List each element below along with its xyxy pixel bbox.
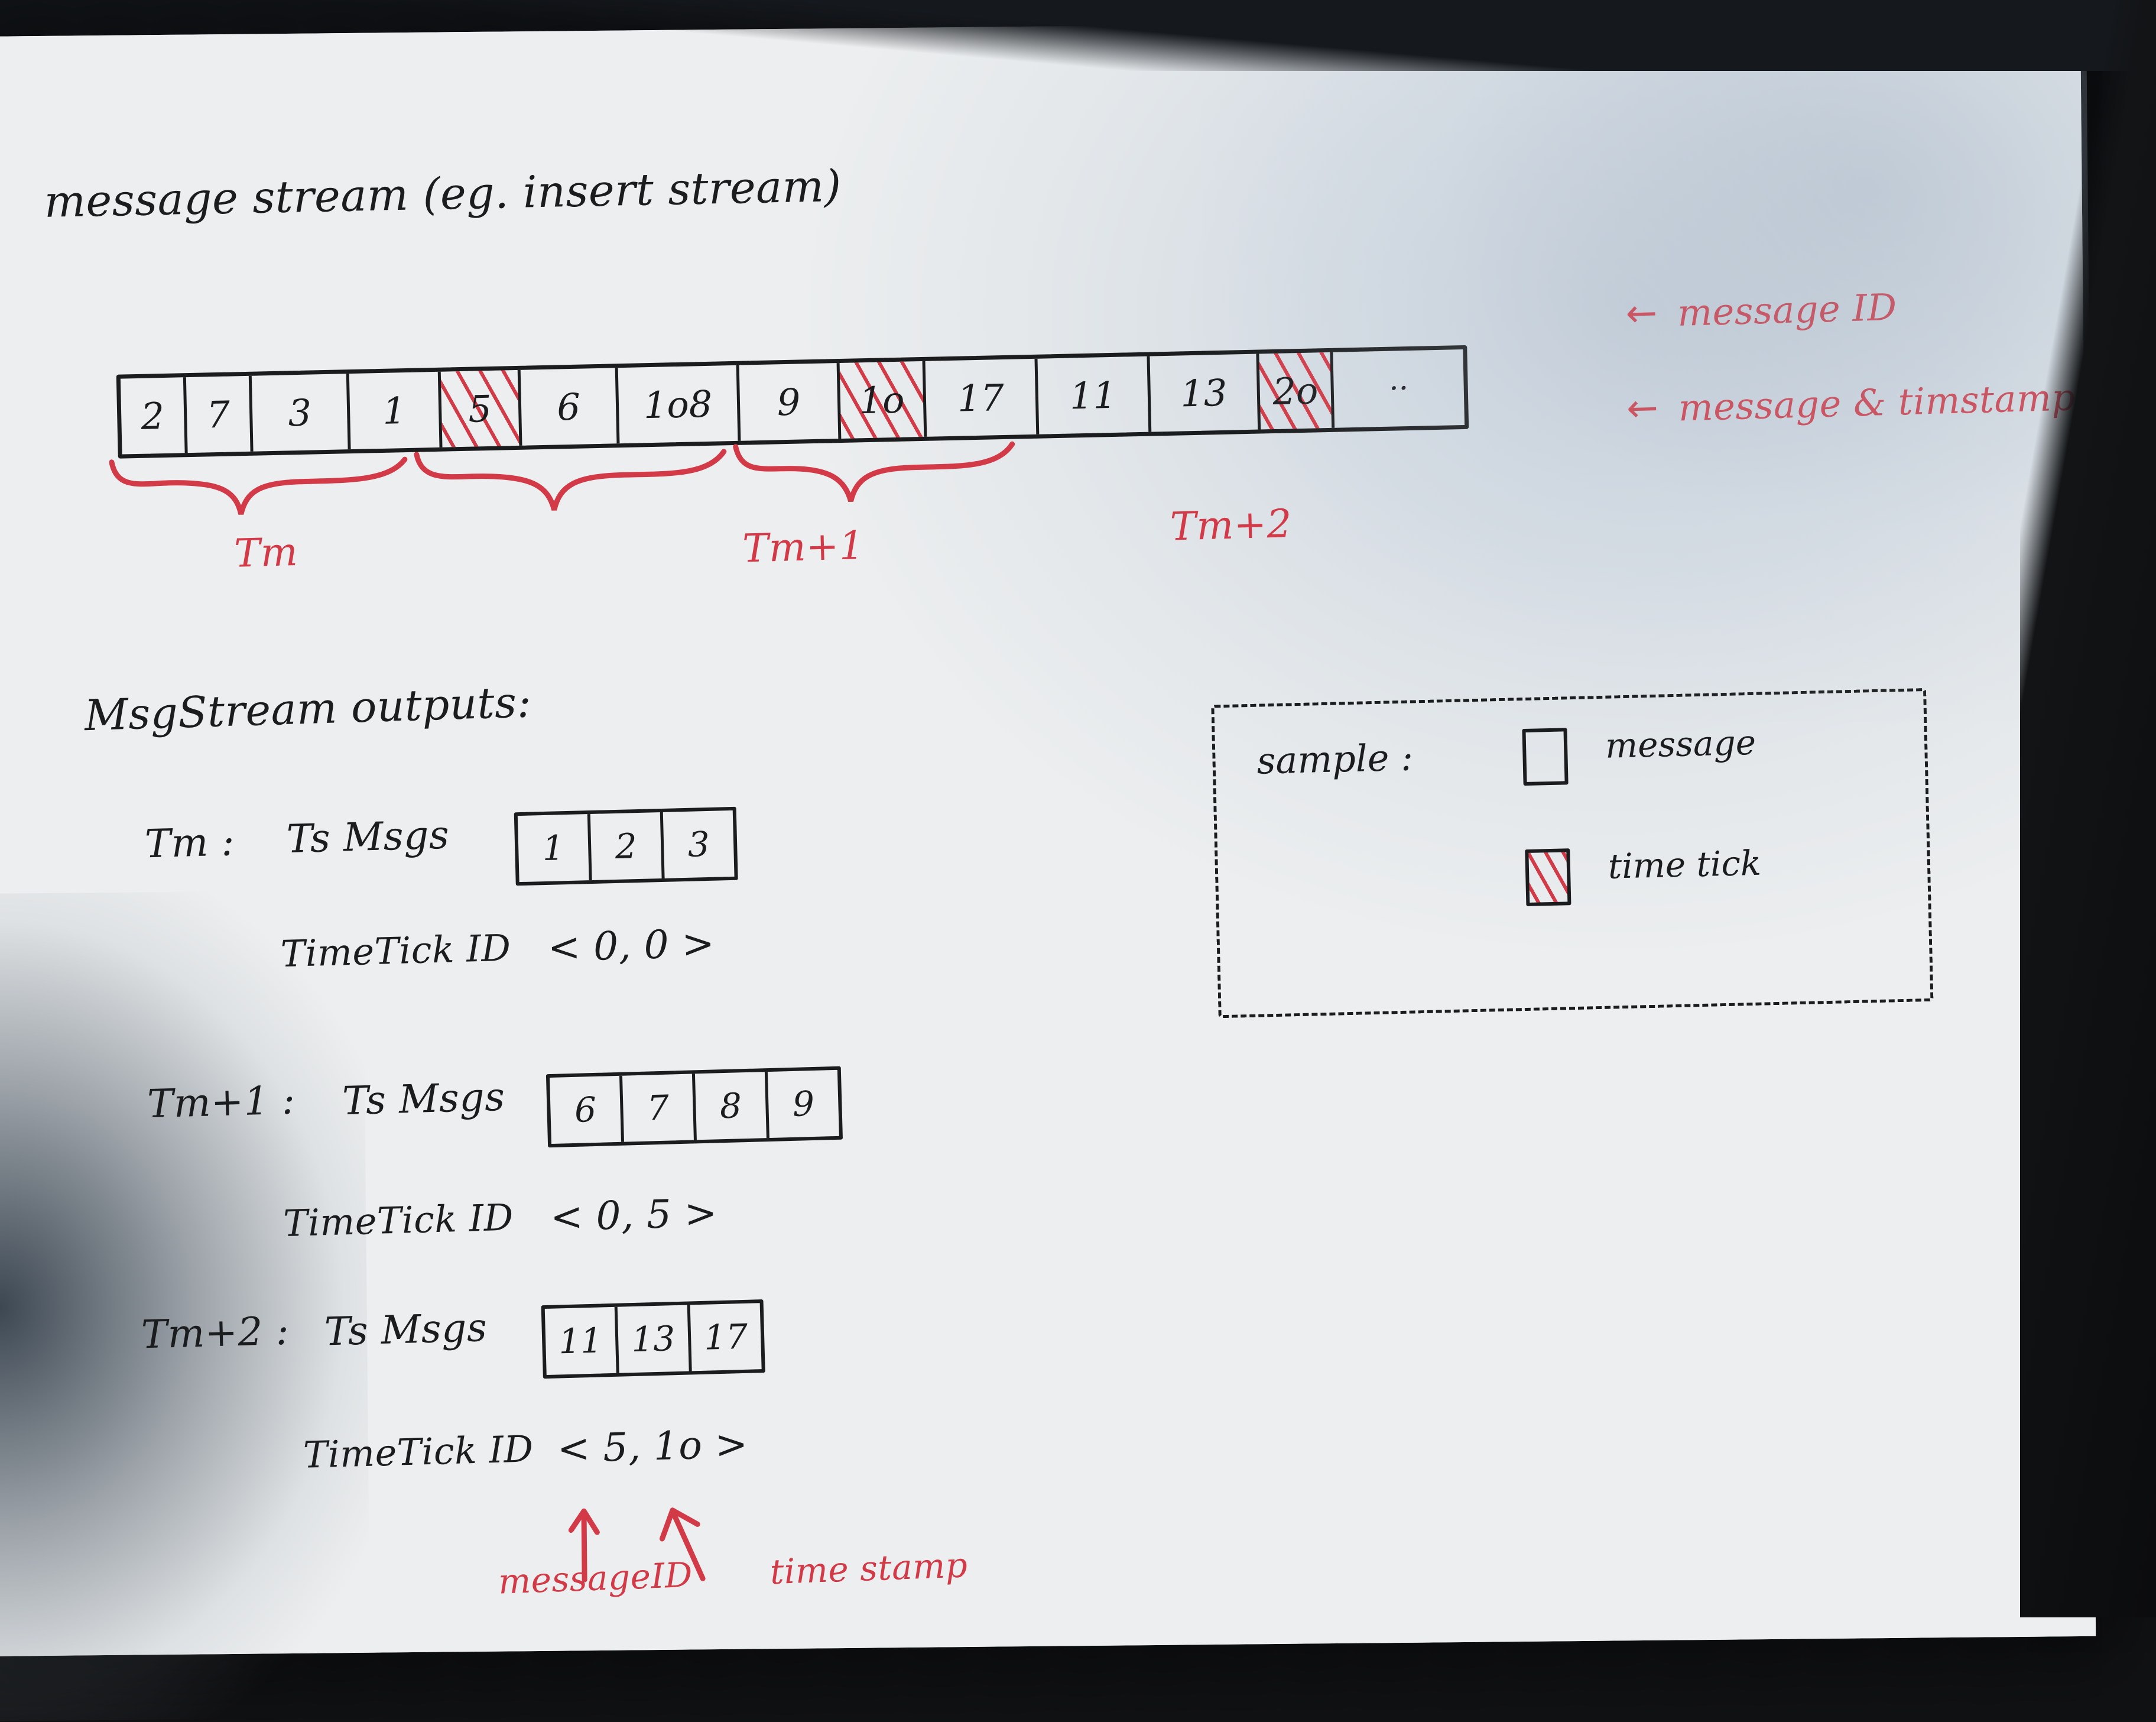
callout-message-id-label: messageID xyxy=(497,1554,693,1602)
stream-cell-value: 3 xyxy=(287,391,312,434)
stream-cell-value: 13 xyxy=(1180,371,1228,415)
stream-cell-value: 11 xyxy=(1069,373,1117,418)
message-id-annotation: ← message ID xyxy=(1625,285,1898,336)
output-msgs-label-tm1: Ts Msgs xyxy=(342,1074,506,1124)
message-id-annotation-label: message ID xyxy=(1677,285,1898,335)
legend-swatch-message xyxy=(1522,728,1569,786)
callout-timestamp-label: time stamp xyxy=(769,1545,969,1593)
stream-cell-value: 1 xyxy=(382,388,407,433)
up-arrow-head-icon xyxy=(568,1508,600,1535)
output-msgs-label-tm: Ts Msgs xyxy=(286,812,450,862)
left-arrow-icon: ← xyxy=(1625,291,1658,336)
output-msg-cell[interactable]: 13 xyxy=(617,1305,692,1373)
brace-tm1 xyxy=(414,449,727,511)
stream-cell-value: ·· xyxy=(1388,371,1409,407)
stream-cell-timetick[interactable]: 12 2o xyxy=(1259,352,1335,430)
message-timestamp-annotation-label: message & timstamp xyxy=(1677,375,2076,429)
timewindow-braces xyxy=(109,441,1015,515)
stream-cell[interactable]: 6 1o8 xyxy=(618,365,741,444)
stream-cell[interactable]: 9 17 xyxy=(925,358,1040,437)
paper-sheet: message stream (eg. insert stream) 0 2 1… xyxy=(0,16,2096,1656)
stream-cell-value: 1o xyxy=(858,378,905,422)
up-arrow-icon xyxy=(581,1512,587,1582)
legend-label-timetick: time tick xyxy=(1608,842,1762,887)
diagonal-arrow-icon xyxy=(671,1511,706,1581)
stream-cell-value: 6 xyxy=(556,385,581,429)
output-msg-cell[interactable]: 2 xyxy=(590,812,665,880)
output-tick-value-tm2: < 5, 1o > xyxy=(556,1421,749,1472)
brace-label-tm1: Tm+1 xyxy=(742,523,865,572)
output-msg-cell[interactable]: 9 xyxy=(792,1083,815,1124)
legend-label-message: message xyxy=(1605,722,1756,766)
message-timestamp-annotation: ← message & timstamp xyxy=(1626,375,2076,431)
output-tick-value-tm1: < 0, 5 > xyxy=(550,1190,718,1240)
output-tick-label-tm: TimeTick ID xyxy=(280,926,512,976)
output-msg-cell[interactable]: 8 xyxy=(694,1072,769,1140)
stream-cell-value: 7 xyxy=(206,393,230,436)
output-msg-cell[interactable]: 11 xyxy=(544,1306,619,1376)
output-tick-value-tm: < 0, 0 > xyxy=(547,920,716,971)
stream-cell[interactable]: 0 2 xyxy=(120,377,188,455)
brace-label-tm2: Tm+2 xyxy=(1170,501,1293,550)
output-msg-cell[interactable]: 6 xyxy=(550,1075,624,1144)
tick-callout-arrows xyxy=(568,1507,706,1582)
outputs-heading: MsgStream outputs: xyxy=(83,677,532,741)
brace-tm2 xyxy=(733,441,1015,502)
stream-cell[interactable]: 1 7 xyxy=(186,375,254,453)
output-msgs-box-tm: 1 2 3 xyxy=(514,806,738,886)
output-group-name-tm2: Tm+2 : xyxy=(141,1308,290,1358)
stream-cell[interactable]: 3 1 xyxy=(349,371,443,450)
desk-right-edge xyxy=(2020,0,2156,1617)
legend-box: sample : message time tick xyxy=(1211,687,1934,1019)
stream-cell-value: 5 xyxy=(467,387,492,431)
stream-cell[interactable]: 7 9 xyxy=(739,363,842,441)
stream-cell-timetick[interactable]: 8 1o xyxy=(839,361,927,439)
output-tick-label-tm1: TimeTick ID xyxy=(283,1195,514,1246)
output-msgs-label-tm2: Ts Msgs xyxy=(324,1305,488,1355)
output-tick-label-tm2: TimeTick ID xyxy=(303,1427,534,1477)
output-msgs-box-tm2: 11 13 17 xyxy=(541,1299,765,1379)
stream-cell-ellipsis: ·· xyxy=(1333,349,1465,428)
stream-cell-value: 17 xyxy=(957,375,1005,420)
legend-title: sample : xyxy=(1256,735,1414,783)
desk-top-edge xyxy=(0,0,2156,71)
output-group-name-tm1: Tm+1 : xyxy=(147,1077,296,1127)
diagonal-arrow-head-icon xyxy=(659,1507,700,1542)
stream-cell-value: 2o xyxy=(1272,368,1319,413)
brace-tm xyxy=(109,456,408,515)
output-msgs-box-tm1: 6 7 8 9 xyxy=(546,1066,843,1148)
stream-cell-timetick[interactable]: 4 5 xyxy=(440,369,522,447)
output-msg-cell[interactable]: 17 xyxy=(703,1316,748,1358)
left-arrow-icon: ← xyxy=(1626,386,1659,431)
output-group-name-tm: Tm : xyxy=(144,819,235,867)
stream-cell[interactable]: 11 13 xyxy=(1150,354,1261,432)
legend-swatch-timetick xyxy=(1525,848,1571,907)
stream-cell[interactable]: 5 6 xyxy=(520,368,620,446)
output-msg-cell[interactable]: 3 xyxy=(687,823,710,865)
output-msg-cell[interactable]: 7 xyxy=(622,1074,697,1142)
stream-cell[interactable]: 1o 11 xyxy=(1037,356,1152,434)
brace-label-tm: Tm xyxy=(233,528,299,576)
stream-cell[interactable]: 2 3 xyxy=(251,374,351,452)
output-msg-cell[interactable]: 1 xyxy=(517,814,592,883)
stream-cell-value: 2 xyxy=(140,394,165,438)
stream-cell-value: 1o8 xyxy=(643,382,713,427)
stream-cell-value: 9 xyxy=(776,380,801,424)
page-title: message stream (eg. insert stream) xyxy=(43,160,842,228)
